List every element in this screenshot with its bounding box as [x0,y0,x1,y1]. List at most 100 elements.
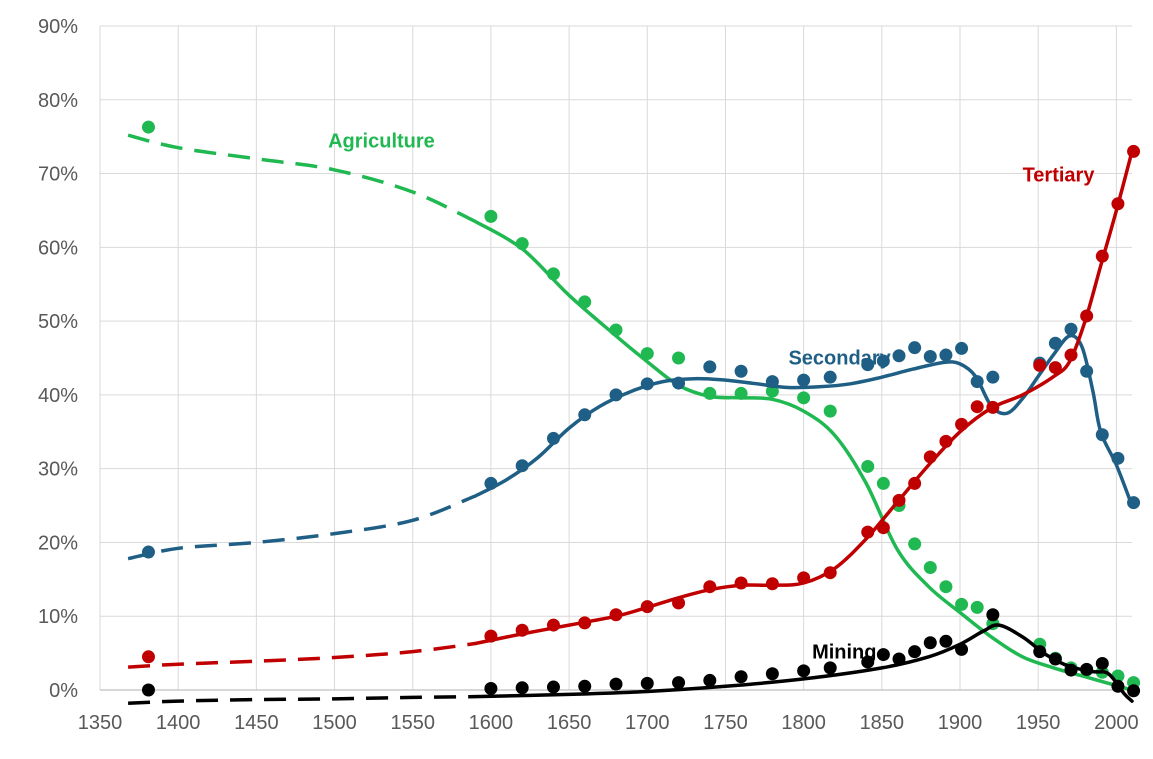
secondary-point [640,377,654,391]
mining-point [1048,652,1062,666]
x-tick-label: 1900 [938,712,983,734]
agriculture-point [876,476,890,490]
mining-point [923,636,937,650]
tertiary-point [672,596,686,610]
x-tick-label: 1850 [860,712,905,734]
agriculture-point [546,267,560,281]
mining-point [141,683,155,697]
secondary-point [797,373,811,387]
agriculture-point [734,386,748,400]
agriculture-point [515,237,529,251]
agriculture-point [484,209,498,223]
y-tick-label: 0% [49,680,78,702]
x-tick-label: 1650 [547,712,592,734]
secondary-point [765,375,779,389]
agriculture-label: Agriculture [328,130,435,152]
tertiary-point [861,525,875,539]
tertiary-point [484,629,498,643]
mining-point [640,676,654,690]
tertiary-point [823,566,837,580]
mining-point [515,681,529,695]
mining-point [672,676,686,690]
tertiary-point [515,623,529,637]
agriculture-point [703,386,717,400]
tertiary-point [609,608,623,622]
secondary-point [1080,364,1094,378]
mining-point [765,667,779,681]
mining-series [128,608,1141,706]
tertiary-point [1127,144,1141,158]
mining-point [986,608,1000,622]
tertiary-point [923,450,937,464]
x-tick-label: 1350 [78,712,123,734]
y-tick-label: 30% [38,459,78,481]
secondary-point [734,364,748,378]
mining-trend-dashed [128,694,476,706]
x-tick-label: 1500 [312,712,357,734]
agriculture-point [141,120,155,134]
agriculture-point [672,351,686,365]
mining-point [1080,662,1094,676]
x-tick-label: 1400 [156,712,201,734]
grid-lines [99,25,1132,691]
tertiary-point [578,616,592,630]
tertiary-label: Tertiary [1023,164,1096,186]
secondary-point [672,376,686,390]
tertiary-point [1095,249,1109,263]
mining-point [546,680,560,694]
y-tick-label: 60% [38,237,78,259]
secondary-point [908,341,922,355]
secondary-trend-dashed [127,494,476,561]
mining-point [703,673,717,687]
agriculture-point [823,404,837,418]
mining-point [955,642,969,656]
mining-point [797,664,811,678]
secondary-point [1111,451,1125,465]
mining-trend-solid [473,623,1134,703]
tertiary-point [908,476,922,490]
mining-point [1033,645,1047,659]
y-tick-label: 40% [38,385,78,407]
x-tick-label: 1950 [1016,712,1061,734]
x-tick-label: 1700 [625,712,670,734]
agriculture-point [908,537,922,551]
secondary-point [546,431,560,445]
tertiary-point [876,521,890,535]
y-axis-tick-labels: 0% 10% 20% 30% 40% 50% 60% 70% 80% 90% [38,16,78,702]
mining-point [1095,656,1109,670]
tertiary-point [955,417,969,431]
y-tick-label: 70% [38,164,78,186]
secondary-trend-solid [473,333,1134,508]
x-tick-label: 1600 [469,712,514,734]
secondary-point [484,476,498,490]
tertiary-series [127,144,1141,669]
tertiary-point [939,434,953,448]
secondary-point [515,459,529,473]
secondary-point [578,408,592,422]
secondary-point [1064,322,1078,336]
secondary-point [1048,336,1062,350]
y-tick-label: 80% [38,90,78,112]
mining-point [484,682,498,696]
mining-point [578,679,592,693]
y-tick-label: 50% [38,311,78,333]
tertiary-point [892,493,906,507]
tertiary-point [1033,358,1047,372]
mining-point [939,634,953,648]
tertiary-point [1111,197,1125,211]
secondary-point [986,370,1000,384]
x-tick-label: 1450 [234,712,279,734]
secondary-point [892,349,906,363]
mining-point [876,648,890,662]
secondary-point [609,388,623,402]
secondary-point [876,354,890,368]
tertiary-trend-dashed [127,641,476,669]
x-tick-label: 1750 [703,712,748,734]
tertiary-point [1064,348,1078,362]
agriculture-point [861,459,875,473]
mining-point [823,661,837,675]
agriculture-point [578,295,592,309]
tertiary-point [1048,361,1062,375]
mining-point [861,655,875,669]
y-tick-label: 20% [38,532,78,554]
